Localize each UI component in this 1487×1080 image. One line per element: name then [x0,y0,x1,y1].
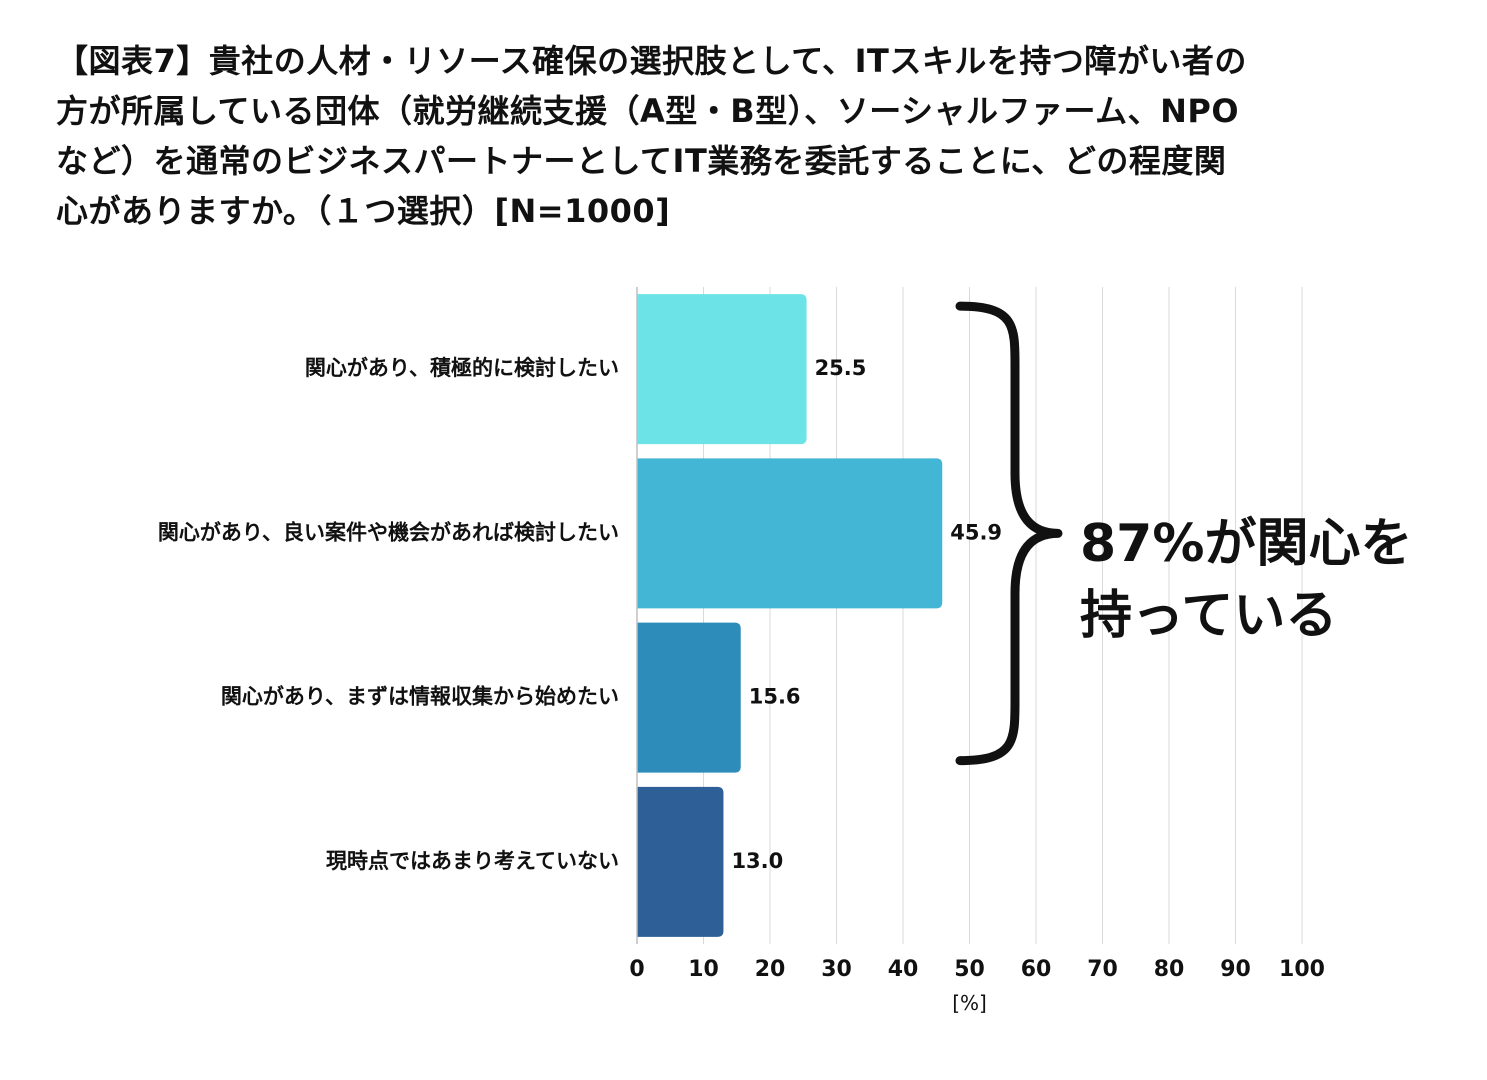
category-label: 関心があり、まずは情報収集から始めたい [221,685,619,709]
category-label: 関心があり、積極的に検討したい [305,356,619,380]
x-axis-title: [%] [952,991,987,1015]
data-label: 45.9 [950,520,1002,544]
category-label: 現時点ではあまり考えていない [326,849,619,873]
x-tick-label: 40 [888,957,919,982]
x-tick-label: 0 [629,957,644,982]
x-tick-label: 20 [755,957,786,982]
x-tick-label: 70 [1087,957,1118,982]
annotation-line-1: 87%が関心を [1080,514,1413,574]
bar [637,622,741,773]
bar [637,294,807,445]
title-line: 心がありますか。（１つ選択）[N=1000] [56,192,671,230]
curly-brace [955,301,1063,766]
x-tick-label: 50 [954,957,985,982]
x-tick-label: 30 [821,957,852,982]
x-tick-label: 100 [1279,957,1325,982]
chart-title: 【図表7】貴社の人材・リソース確保の選択肢として、ITスキルを持つ障がい者の 方… [56,36,1386,236]
annotation-line-2: 持っている [1080,586,1338,646]
bar [637,458,943,609]
title-line: 【図表7】貴社の人材・リソース確保の選択肢として、ITスキルを持つ障がい者の [56,42,1247,80]
title-line: など）を通常のビジネスパートナーとしてIT業務を委託することに、どの程度関 [56,142,1227,180]
title-line: 方が所属している団体（就労継続支援（A型・B型）、ソーシャルファーム、NPO [56,92,1240,130]
x-tick-label: 90 [1220,957,1251,982]
annotation-text: 87%が関心を 持っている [1080,508,1412,652]
x-tick-label: 80 [1154,957,1185,982]
data-label: 15.6 [749,685,801,709]
data-label: 13.0 [731,849,783,873]
data-label: 25.5 [815,356,867,380]
bar [637,786,724,937]
x-tick-label: 10 [688,957,719,982]
x-tick-label: 60 [1021,957,1052,982]
category-label: 関心があり、良い案件や機会があれば検討したい [158,520,619,544]
